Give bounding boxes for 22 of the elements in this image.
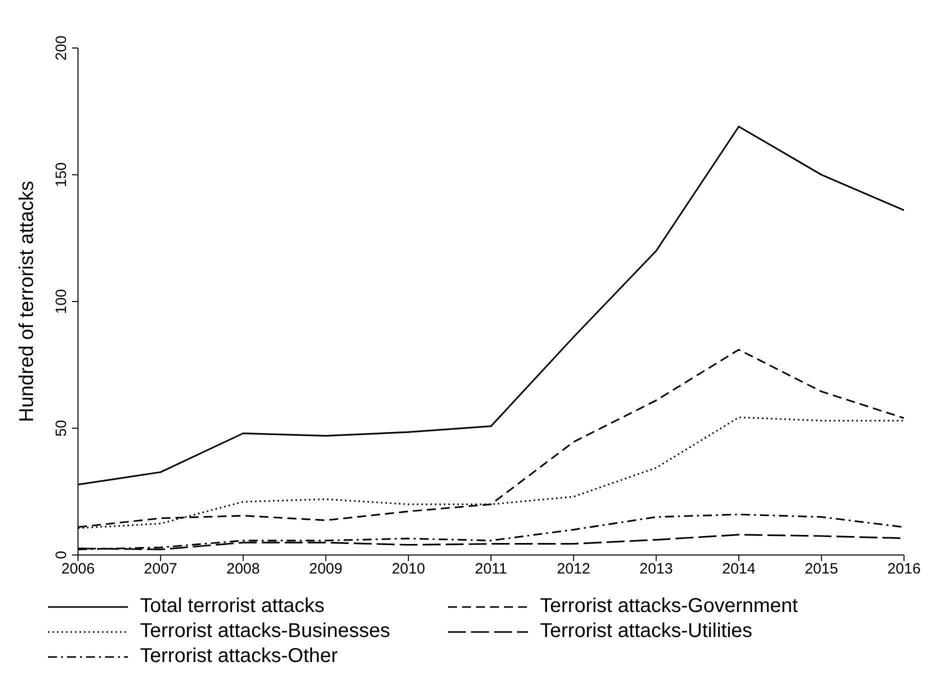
x-tick-label: 2010 (392, 560, 426, 578)
x-tick-label: 2015 (804, 560, 838, 578)
legend-label: Total terrorist attacks (140, 595, 325, 618)
y-tick-label: 100 (53, 288, 70, 314)
y-tick-label: 50 (53, 420, 70, 437)
y-tick-label: 200 (53, 35, 70, 61)
y-tick-label: 150 (53, 162, 70, 188)
x-tick-label: 2009 (309, 560, 342, 578)
x-tick-label: 2006 (61, 560, 95, 578)
x-tick-label: 2007 (144, 560, 178, 578)
x-tick-label: 2011 (474, 560, 508, 578)
y-axis-title: Hundred of terrorist attacks (16, 180, 38, 422)
legend-label: Terrorist attacks-Utilities (540, 620, 752, 643)
x-tick-label: 2013 (640, 560, 673, 578)
legend-label: Terrorist attacks-Businesses (140, 620, 390, 643)
x-tick-label: 2014 (722, 560, 756, 578)
legend-label: Terrorist attacks-Other (140, 645, 338, 668)
legend-label: Terrorist attacks-Government (540, 595, 798, 618)
x-tick-label: 2016 (887, 560, 921, 578)
y-tick-label: 0 (53, 550, 70, 560)
x-tick-label: 2008 (226, 560, 260, 578)
x-tick-label: 2012 (556, 560, 590, 578)
